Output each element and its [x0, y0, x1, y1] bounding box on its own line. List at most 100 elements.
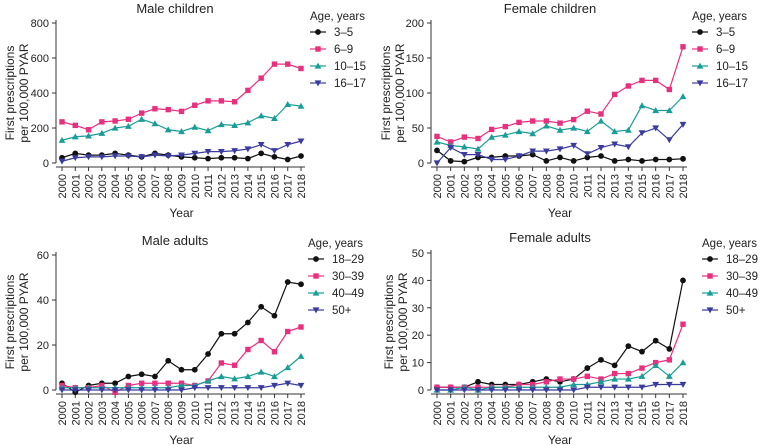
data-point	[611, 91, 618, 98]
data-point	[570, 376, 577, 382]
data-point	[557, 376, 563, 382]
x-tick-label: 2006	[514, 174, 526, 198]
data-point	[205, 155, 211, 162]
legend: Age, years 18–29 30–39 40–49 50+	[308, 238, 364, 317]
data-point	[474, 387, 482, 394]
data-point	[111, 124, 119, 131]
x-tick-label: 2012	[596, 174, 608, 198]
x-tick-label: 2015	[256, 401, 268, 425]
x-tick-label: 2017	[283, 174, 295, 198]
data-point	[258, 75, 264, 81]
chart-panel-4: Female adults 0 10 20 30 40 50 2000 2001 2002 2003…	[382, 230, 758, 445]
x-tick-label: 2005	[500, 174, 512, 198]
x-tick-label: 2007	[150, 401, 162, 425]
x-tick-label: 2014	[623, 174, 635, 198]
x-tick-label: 2008	[541, 401, 553, 425]
data-point	[164, 387, 172, 394]
legend-label: 40–49	[332, 288, 364, 300]
data-point	[244, 119, 252, 126]
x-tick-label: 2013	[610, 174, 622, 198]
data-point	[271, 382, 278, 389]
data-point	[138, 387, 146, 394]
x-axis-label: Year	[169, 433, 193, 445]
series-50+	[58, 380, 305, 394]
data-point	[124, 387, 132, 394]
data-point	[447, 139, 454, 145]
data-point	[204, 385, 212, 392]
legend-label: 18–29	[726, 254, 758, 266]
data-point	[529, 130, 537, 137]
data-point	[218, 330, 225, 337]
data-point	[611, 384, 619, 391]
data-point	[85, 132, 92, 139]
legend-marker	[706, 307, 714, 314]
x-tick-label: 2007	[150, 174, 162, 198]
x-tick-label: 2014	[243, 401, 255, 425]
data-point	[191, 154, 198, 161]
x-tick-label: 2018	[296, 401, 308, 425]
data-point	[611, 362, 618, 369]
legend-title: Age, years	[702, 238, 757, 250]
legend-label: 18–29	[332, 254, 364, 266]
data-point	[434, 147, 440, 154]
y-axis-label-line: per 100,000 PYAR	[17, 272, 31, 372]
x-tick-label: 2016	[269, 401, 281, 425]
data-point	[680, 321, 686, 327]
data-point	[245, 346, 251, 353]
data-point	[611, 158, 618, 164]
data-point	[204, 377, 212, 384]
data-point	[258, 150, 265, 157]
data-point	[138, 380, 145, 386]
data-point	[652, 77, 659, 84]
data-point	[85, 127, 92, 133]
x-tick-label: 2004	[110, 174, 122, 198]
data-point	[231, 330, 238, 337]
y-tick-label: 800	[31, 18, 49, 30]
data-point	[584, 365, 591, 371]
data-point	[652, 337, 659, 344]
data-point	[218, 360, 225, 366]
data-point	[516, 119, 522, 126]
data-point	[583, 128, 591, 135]
data-point	[98, 387, 106, 394]
data-point	[112, 380, 119, 387]
x-tick-label: 2001	[446, 401, 458, 425]
data-point	[638, 130, 646, 137]
legend-label: 50+	[332, 305, 352, 317]
data-point	[598, 356, 604, 363]
data-point	[231, 99, 238, 105]
y-tick-label: 100	[406, 88, 424, 100]
data-point	[639, 365, 645, 371]
data-point	[271, 114, 278, 121]
series-30–39	[434, 321, 686, 390]
data-point	[638, 102, 646, 109]
data-point	[111, 387, 119, 394]
data-point	[284, 156, 291, 163]
y-tick-label: 0	[43, 158, 49, 170]
series-6–9	[434, 44, 686, 145]
data-point	[71, 387, 79, 394]
data-point	[298, 324, 304, 330]
y-tick-label: 50	[412, 248, 424, 260]
data-point	[257, 385, 265, 392]
data-point	[611, 370, 618, 377]
data-point	[666, 156, 673, 163]
data-point	[652, 125, 660, 132]
y-tick-label: 0	[43, 385, 49, 397]
data-point	[231, 154, 238, 161]
data-point	[204, 149, 212, 156]
x-tick-label: 2001	[70, 174, 82, 198]
y-tick-label: 30	[412, 303, 424, 315]
x-tick-label: 2009	[177, 174, 189, 198]
x-tick-label: 2009	[555, 401, 567, 425]
data-point	[58, 136, 66, 143]
data-point	[652, 361, 660, 368]
y-tick-label: 20	[412, 330, 424, 342]
data-point	[165, 357, 172, 364]
data-point	[501, 156, 509, 163]
legend-marker	[697, 46, 703, 52]
data-point	[271, 148, 278, 155]
data-point	[666, 86, 673, 93]
data-point	[666, 357, 673, 363]
